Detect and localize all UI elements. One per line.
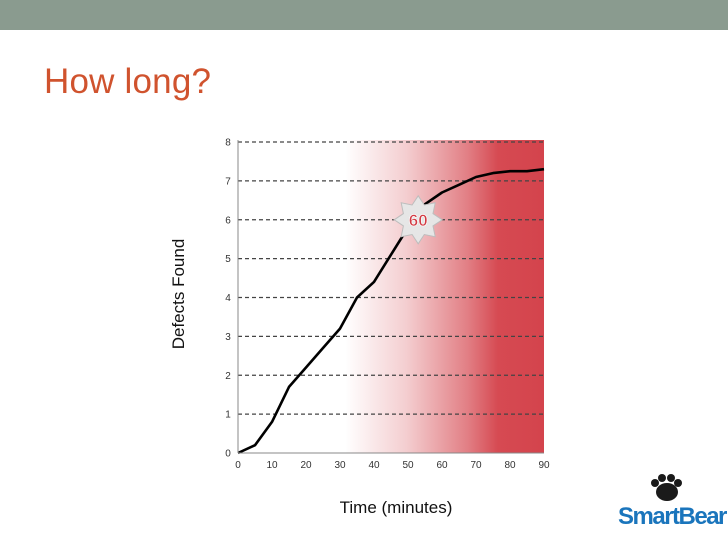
slide-title: How long?: [44, 62, 212, 101]
x-axis-label: Time (minutes): [339, 498, 453, 517]
logo-text-bear: Bear: [678, 503, 728, 530]
callout-star: 60: [393, 194, 444, 245]
paw-icon: [651, 474, 682, 501]
x-tick-label: 10: [266, 460, 278, 471]
time-shading: [238, 140, 544, 453]
defects-line: [237, 167, 545, 455]
x-tick-label: 0: [235, 460, 241, 471]
x-tick-label: 60: [436, 460, 448, 471]
x-tick-label: 80: [504, 460, 516, 471]
y-axis-label: Defects Found: [169, 238, 188, 350]
callout-label: 60: [409, 211, 428, 230]
y-tick-label: 4: [225, 293, 231, 304]
x-tick-label: 30: [334, 460, 346, 471]
gridlines: [238, 141, 544, 415]
y-tick-label: 2: [225, 371, 231, 382]
x-tick-label: 50: [402, 460, 414, 471]
top-bar: [0, 0, 728, 30]
callout-star-shape: [393, 194, 444, 245]
y-tick-label: 1: [225, 410, 231, 421]
smartbear-logo: SmartBear: [618, 472, 727, 540]
y-tick-label: 3: [225, 332, 231, 343]
y-tick-labels: 0 1 2 3 4 5 6 7 8: [225, 138, 231, 460]
x-tick-label: 90: [538, 460, 550, 471]
y-tick-label: 7: [225, 176, 231, 187]
y-tick-label: 6: [225, 215, 231, 226]
x-tick-label: 70: [470, 460, 482, 471]
y-tick-label: 8: [225, 138, 231, 149]
y-tick-label: 0: [225, 449, 231, 460]
logo-text-smart: Smart: [618, 503, 680, 530]
x-tick-label: 40: [368, 460, 380, 471]
y-tick-label: 5: [225, 254, 231, 265]
x-tick-labels: 0 10 20 30 40 50 60 70 80 90: [235, 460, 550, 471]
x-tick-label: 20: [300, 460, 312, 471]
